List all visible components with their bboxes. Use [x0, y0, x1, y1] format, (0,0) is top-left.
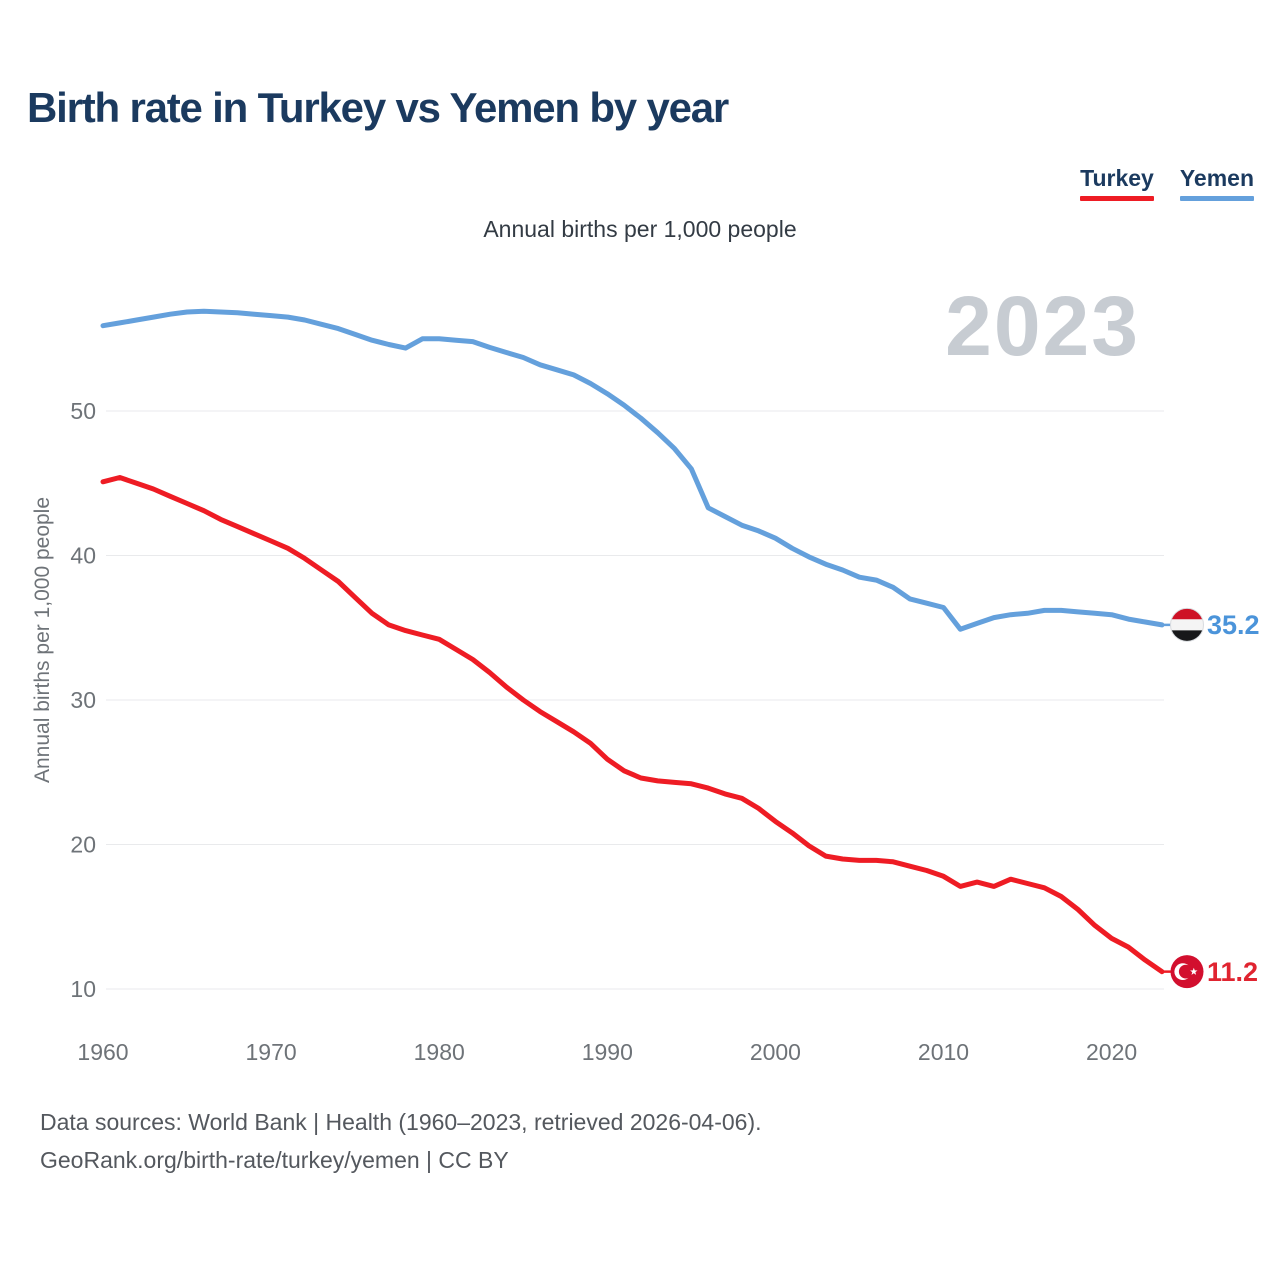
x-tick-label: 1980: [414, 1039, 465, 1065]
legend: Turkey Yemen: [1080, 165, 1254, 201]
x-tick-label: 1990: [582, 1039, 633, 1065]
yemen-flag-icon: [1170, 619, 1204, 631]
end-value-yemen: 35.2: [1207, 609, 1260, 640]
footer-url: GeoRank.org/birth-rate/turkey/yemen | CC…: [40, 1147, 509, 1173]
legend-item-turkey[interactable]: Turkey: [1080, 165, 1154, 201]
yemen-line-series: [100, 308, 1165, 632]
y-tick-label: 30: [70, 687, 96, 713]
y-tick-label: 10: [70, 976, 96, 1002]
footer-sources: Data sources: World Bank | Health (1960–…: [40, 1109, 762, 1135]
y-tick-label: 20: [70, 832, 96, 858]
x-tick-label: 2010: [918, 1039, 969, 1065]
x-tick-label: 2020: [1086, 1039, 1137, 1065]
legend-swatch-yemen: [1179, 195, 1254, 201]
footer: Data sources: World Bank | Health (1960–…: [40, 1103, 762, 1179]
y-tick-label: 50: [70, 398, 96, 424]
year-watermark: 2023: [945, 279, 1140, 373]
yemen-flag-icon: [1170, 608, 1204, 620]
x-tick-label: 1970: [246, 1039, 297, 1065]
legend-swatch-turkey: [1080, 195, 1154, 201]
yemen-flag-ring: [1170, 607, 1204, 642]
x-tick-label: 1960: [77, 1039, 128, 1065]
legend-label-yemen: Yemen: [1179, 165, 1254, 191]
legend-item-yemen[interactable]: Yemen: [1179, 165, 1254, 201]
page-title: Birth rate in Turkey vs Yemen by year: [27, 84, 729, 131]
turkey-line-series: [100, 475, 1165, 975]
chart-subtitle: Annual births per 1,000 people: [483, 216, 797, 242]
turkey-flag-star: [1190, 967, 1198, 975]
y-tick-label: 40: [70, 543, 96, 569]
x-tick-label: 2000: [750, 1039, 801, 1065]
turkey-flag-crescent: [1178, 964, 1193, 979]
end-value-turkey: 11.2: [1207, 956, 1259, 987]
yemen-flag-icon: [1170, 630, 1204, 642]
legend-label-turkey: Turkey: [1080, 165, 1154, 191]
